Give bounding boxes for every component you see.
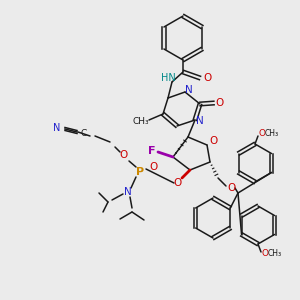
Text: CH₃: CH₃: [265, 130, 279, 139]
Text: CH₃: CH₃: [268, 250, 282, 259]
Text: N: N: [53, 123, 61, 133]
Text: N: N: [185, 85, 193, 95]
Text: O: O: [203, 73, 211, 83]
Text: O: O: [259, 130, 266, 139]
Text: O: O: [174, 178, 182, 188]
Text: P: P: [136, 167, 144, 177]
Text: N: N: [196, 116, 204, 126]
Text: O: O: [216, 98, 224, 108]
Text: F: F: [148, 146, 156, 156]
Text: C: C: [81, 128, 87, 137]
Text: O: O: [209, 136, 217, 146]
Text: O: O: [227, 183, 235, 193]
Text: HN: HN: [160, 73, 175, 83]
Text: O: O: [150, 162, 158, 172]
Text: O: O: [119, 150, 127, 160]
Text: CH₃: CH₃: [133, 116, 149, 125]
Text: N: N: [124, 187, 132, 197]
Text: O: O: [262, 250, 268, 259]
